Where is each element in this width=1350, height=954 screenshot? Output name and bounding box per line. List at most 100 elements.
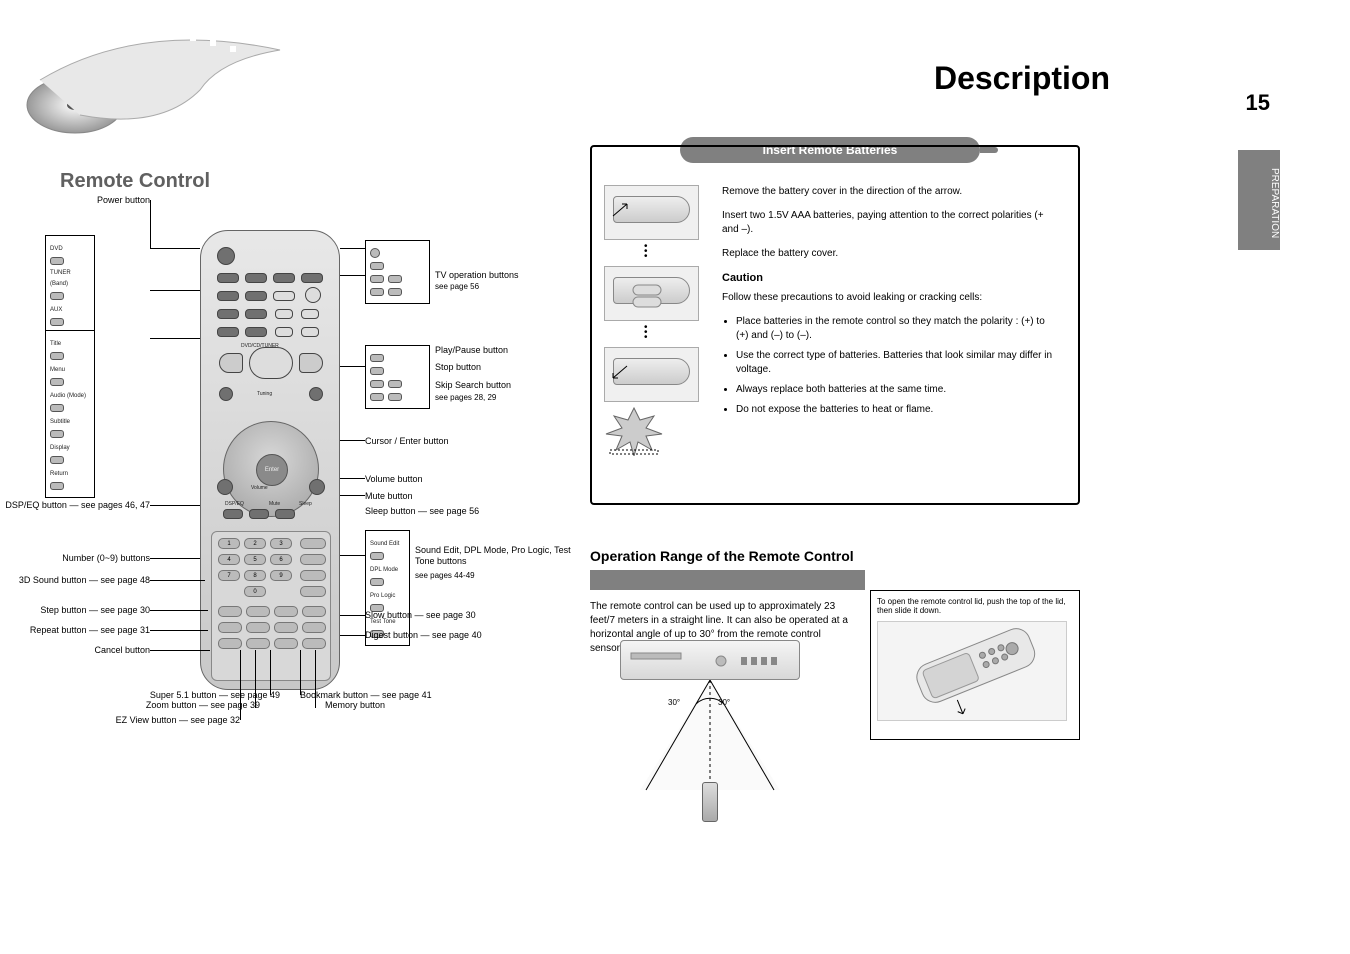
- display-button[interactable]: [217, 327, 239, 337]
- sleep-button[interactable]: [275, 509, 295, 519]
- open-close-button[interactable]: [301, 273, 323, 283]
- callout-skip: Skip Search button: [435, 380, 575, 391]
- callout-ezview: EZ View button — see page 32: [95, 715, 240, 726]
- memory-button[interactable]: [302, 622, 326, 633]
- callout-zoom: Zoom button — see page 39: [115, 700, 260, 711]
- slow-panel-button[interactable]: [302, 606, 326, 617]
- label-dvd: DVD: [50, 244, 63, 255]
- leader-line: [340, 615, 365, 616]
- skip-back-button[interactable]: [219, 353, 243, 373]
- page-title: Description: [934, 60, 1110, 97]
- sound-edit-button[interactable]: [300, 538, 326, 549]
- dpl-mode-button[interactable]: [300, 554, 326, 565]
- leader-line: [150, 630, 208, 631]
- num-8-button[interactable]: 8: [244, 570, 266, 581]
- callout-3d: 3D Sound button — see page 48: [5, 575, 150, 586]
- leader-line: [340, 366, 365, 367]
- leader-line: [150, 338, 200, 339]
- num-4-button[interactable]: 4: [218, 554, 240, 565]
- mute-button[interactable]: [249, 509, 269, 519]
- step-separator-dots: •••: [644, 325, 648, 345]
- num-0-button[interactable]: 0: [244, 586, 266, 597]
- aux-button[interactable]: [273, 273, 295, 283]
- cancel-button[interactable]: [246, 622, 270, 633]
- battery-instructions: Remove the battery cover in the directio…: [714, 185, 1059, 423]
- num-9-button[interactable]: 9: [270, 570, 292, 581]
- tv-power-button[interactable]: [305, 287, 321, 303]
- mini-remote-icon: [702, 782, 718, 822]
- callout-digest: Digest button — see page 40: [365, 630, 545, 641]
- mode-button[interactable]: [302, 638, 326, 649]
- label-prologic: Pro Logic: [370, 591, 395, 602]
- leader-line: [150, 200, 151, 248]
- leader-line: [340, 635, 365, 636]
- dsp-eq-button[interactable]: [223, 509, 243, 519]
- callout-dspeq: DSP/EQ button — see pages 46, 47: [5, 500, 150, 511]
- menu-button[interactable]: [245, 291, 267, 301]
- legend-transport-buttons: [365, 345, 430, 409]
- leader-line: [340, 478, 365, 479]
- enter-button[interactable]: Enter: [256, 454, 288, 486]
- video-button[interactable]: [245, 273, 267, 283]
- volume-button[interactable]: [309, 479, 325, 495]
- label-dpl: DPL Mode: [370, 565, 398, 576]
- display-icon: [50, 456, 64, 464]
- remote-lower-panel: 1 2 3 4 5 6 7 8 9 0: [211, 531, 331, 681]
- num-6-button[interactable]: 6: [270, 554, 292, 565]
- power-button[interactable]: [217, 247, 235, 265]
- decorative-disc-film: [20, 20, 290, 150]
- title-button[interactable]: [217, 291, 239, 301]
- repeat-button[interactable]: [218, 638, 242, 649]
- tv-ch-down-button[interactable]: [275, 309, 293, 319]
- return-button[interactable]: [245, 327, 267, 337]
- tv-vol-down-button[interactable]: [275, 327, 293, 337]
- digest-button[interactable]: [274, 622, 298, 633]
- lid-open-box: To open the remote control lid, push the…: [870, 590, 1080, 740]
- callout-memory: Memory button: [325, 700, 505, 711]
- leader-line: [150, 505, 200, 506]
- battery-step-3-image: [604, 347, 699, 402]
- audio-icon: [50, 404, 64, 412]
- dvd-button[interactable]: [217, 273, 239, 283]
- dpl-mode-icon: [370, 578, 384, 586]
- callout-slow: Slow button — see page 30: [365, 610, 545, 621]
- leader-line: [150, 248, 200, 249]
- num-7-button[interactable]: 7: [218, 570, 240, 581]
- play-pause-button[interactable]: [249, 347, 293, 379]
- tv-video-button[interactable]: [273, 291, 295, 301]
- slow-button[interactable]: [219, 387, 233, 401]
- prologic-button[interactable]: [300, 570, 326, 581]
- callout-stop: Stop button: [435, 362, 575, 373]
- tv-mute-icon: [370, 262, 384, 270]
- skip-fwd-icon: [388, 380, 402, 388]
- remote-control-diagram: DVD/CD/TUNER Tuning Enter Volume DSP/EQ …: [200, 230, 340, 690]
- title-icon: [50, 352, 64, 360]
- subtitle-button[interactable]: [245, 309, 267, 319]
- 3d-sound-button[interactable]: [218, 606, 242, 617]
- num-2-button[interactable]: 2: [244, 538, 266, 549]
- zoom-button[interactable]: [246, 606, 270, 617]
- bookmark-button[interactable]: [274, 638, 298, 649]
- num-1-button[interactable]: 1: [218, 538, 240, 549]
- remote-section-header: Remote Control: [60, 170, 210, 193]
- ez-view-button[interactable]: [217, 479, 233, 495]
- callout-sleep: Sleep button — see page 56: [365, 506, 545, 517]
- leader-line: [300, 650, 301, 695]
- step-button[interactable]: [218, 622, 242, 633]
- test-tone-button[interactable]: [300, 586, 326, 597]
- player-front-image: [620, 640, 800, 680]
- tv-vol-up-button[interactable]: [301, 327, 319, 337]
- battery-step-2-image: [604, 266, 699, 321]
- caution-intro: Follow these precautions to avoid leakin…: [722, 291, 1059, 305]
- ez-panel-button[interactable]: [246, 638, 270, 649]
- num-3-button[interactable]: 3: [270, 538, 292, 549]
- caution-burst-icon: [604, 406, 664, 456]
- tv-ch-up-button[interactable]: [301, 309, 319, 319]
- tuning-up-button[interactable]: [309, 387, 323, 401]
- audio-button[interactable]: [217, 309, 239, 319]
- num-5-button[interactable]: 5: [244, 554, 266, 565]
- callout-transport-note: see pages 28, 29: [435, 392, 575, 403]
- skip-fwd-button[interactable]: [299, 353, 323, 373]
- label-menu: Menu: [50, 365, 65, 376]
- super51-button[interactable]: [274, 606, 298, 617]
